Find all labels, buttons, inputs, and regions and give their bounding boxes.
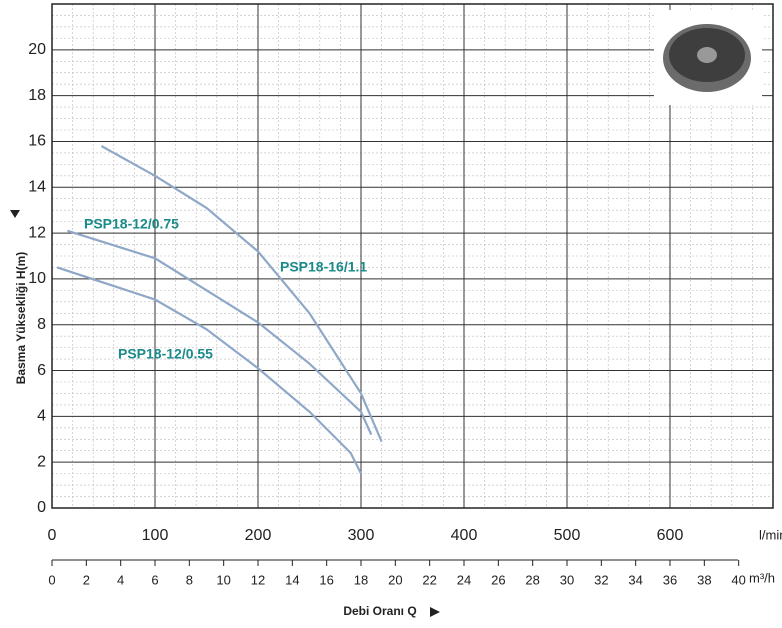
x2-tick-label: 20 — [388, 572, 402, 587]
curve — [67, 229, 373, 436]
x2-tick-label: 24 — [457, 572, 471, 587]
y-tick-label: 4 — [37, 408, 46, 425]
x2-tick-label: 34 — [628, 572, 642, 587]
x-arrow — [430, 607, 440, 617]
x-tick-label: 500 — [554, 527, 581, 544]
curve-label: PSP18-16/1.1 — [280, 259, 367, 275]
x-tick-label: 100 — [142, 527, 169, 544]
x2-tick-label: 10 — [216, 572, 230, 587]
x2-tick-label: 40 — [731, 572, 745, 587]
y-tick-label: 8 — [37, 316, 46, 333]
y-tick-label: 20 — [28, 41, 46, 58]
x2-unit: m³/h — [749, 570, 775, 585]
x2-tick-label: 4 — [117, 572, 124, 587]
y-tick-label: 12 — [28, 224, 46, 241]
x2-tick-label: 0 — [48, 572, 55, 587]
x2-tick-label: 28 — [525, 572, 539, 587]
y-tick-label: 10 — [28, 270, 46, 287]
impeller-hub — [697, 47, 717, 63]
y-tick-label: 14 — [28, 178, 46, 195]
x2-tick-label: 32 — [594, 572, 608, 587]
curve — [100, 145, 383, 442]
x-tick-label: 200 — [245, 527, 272, 544]
curve-label: PSP18-12/0.75 — [84, 216, 179, 232]
y-arrow — [10, 210, 20, 218]
x2-tick-label: 2 — [83, 572, 90, 587]
x2-tick-label: 22 — [422, 572, 436, 587]
x-axis-label: Debi Oranı Q — [343, 604, 416, 618]
x-tick-label: 400 — [451, 527, 478, 544]
plot-border — [51, 3, 774, 509]
y-tick-label: 18 — [28, 87, 46, 104]
x2-tick-label: 16 — [319, 572, 333, 587]
curve-label: PSP18-12/0.55 — [118, 346, 213, 362]
y-tick-label: 0 — [37, 499, 46, 516]
x2-tick-label: 12 — [251, 572, 265, 587]
x2-tick-label: 8 — [186, 572, 193, 587]
x2-tick-label: 36 — [663, 572, 677, 587]
y-axis-label: Basma Yüksekliği H(m) — [14, 252, 28, 385]
x2-tick-label: 14 — [285, 572, 299, 587]
x2-tick-label: 38 — [697, 572, 711, 587]
curve — [56, 266, 362, 475]
y-tick-label: 2 — [37, 453, 46, 470]
x2-tick-label: 6 — [151, 572, 158, 587]
y-tick-label: 6 — [37, 362, 46, 379]
x-unit: l/min — [759, 527, 782, 542]
x2-tick-label: 26 — [491, 572, 505, 587]
x-tick-label: 600 — [657, 527, 684, 544]
x-tick-label: 300 — [348, 527, 375, 544]
x2-tick-label: 30 — [560, 572, 574, 587]
x2-tick-label: 18 — [354, 572, 368, 587]
x-tick-label: 0 — [48, 527, 57, 544]
impeller-photo — [654, 10, 762, 105]
y-tick-label: 16 — [28, 133, 46, 150]
